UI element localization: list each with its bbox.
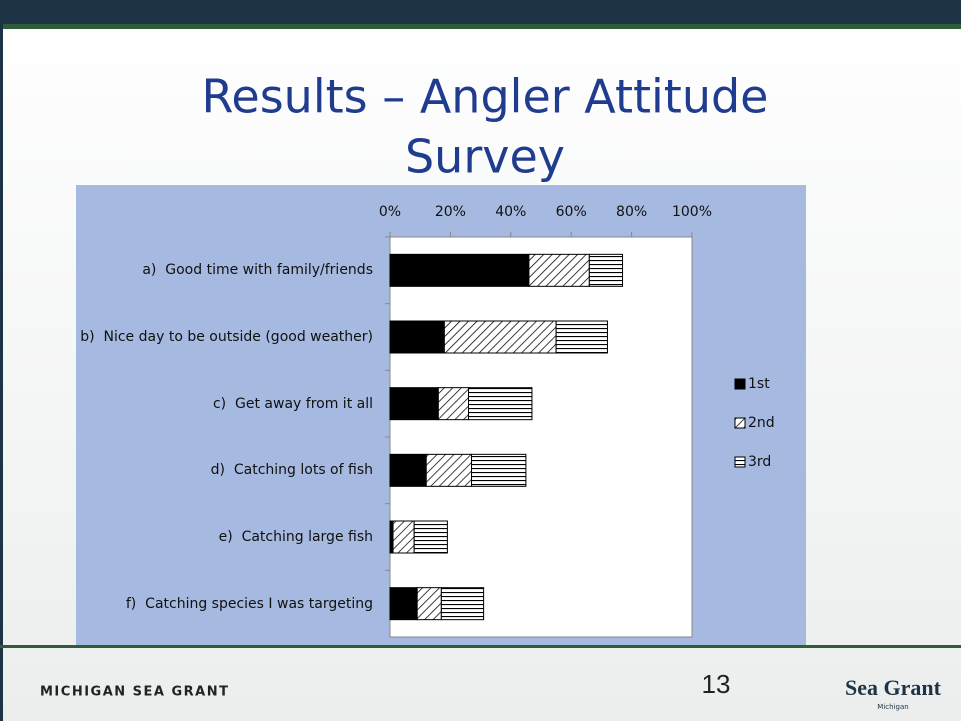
top-band	[0, 0, 961, 24]
category-label-box: e) Catching large fish	[73, 504, 373, 570]
bar-segment	[555, 320, 608, 354]
y-tick-label: b) Nice day to be outside (good weather)	[80, 329, 373, 345]
legend-swatch	[734, 456, 746, 468]
bar-segment	[389, 387, 439, 421]
title-line: Survey	[405, 130, 565, 184]
bar-segment	[437, 387, 470, 421]
logo: Sea Grant	[845, 675, 942, 700]
y-tick-label: d) Catching lots of fish	[210, 462, 373, 479]
category-label-box: d) Catching lots of fish	[73, 437, 373, 503]
bar-segment	[389, 587, 418, 621]
bar-segment	[471, 453, 527, 487]
x-tick-label: 80%	[616, 204, 647, 220]
category-label-box: b) Nice day to be outside (good weather)	[73, 304, 373, 370]
bar-segment	[440, 587, 485, 621]
y-tick-label: a) Good time with family/friends	[142, 262, 373, 279]
bar-segment	[389, 253, 530, 287]
category-label-box: c) Get away from it all	[73, 371, 373, 437]
y-tick-label: e) Catching large fish	[218, 529, 373, 545]
legend-swatch	[734, 417, 746, 429]
bar-segment	[389, 453, 427, 487]
legend-label: 1st	[748, 376, 770, 392]
title-line: Results – Angler Attitude	[202, 70, 769, 124]
page-number: 13	[702, 669, 731, 699]
plot-area	[389, 236, 693, 638]
footer-rule	[0, 645, 961, 648]
x-tick-label: 40%	[495, 204, 526, 220]
y-tick-label: f) Catching species I was targeting	[125, 595, 373, 612]
bar-segment	[443, 320, 557, 354]
bar-segment	[389, 320, 445, 354]
logo-sub: Michigan	[877, 703, 908, 711]
x-tick-label: 20%	[435, 204, 466, 220]
x-tick-label: 0%	[379, 204, 401, 220]
bar-segment	[468, 387, 533, 421]
bar-segment	[416, 587, 442, 621]
category-label-box: a) Good time with family/friends	[73, 237, 373, 303]
bar-segment	[588, 253, 624, 287]
bar-segment	[413, 520, 448, 554]
legend-label: 2nd	[748, 415, 775, 431]
left-edge	[0, 0, 3, 721]
top-rule	[0, 24, 961, 29]
legend-swatch	[734, 378, 746, 390]
y-tick-label: c) Get away from it all	[212, 395, 373, 412]
category-label-box: f) Catching species I was targeting	[73, 571, 373, 637]
bar-segment	[425, 453, 473, 487]
x-tick-label: 60%	[556, 204, 587, 220]
bar-segment	[392, 520, 415, 554]
x-tick-label: 100%	[672, 204, 712, 220]
legend-label: 3rd	[748, 454, 771, 470]
footer-text: MICHIGAN SEA GRANT	[40, 685, 230, 700]
bar-segment	[528, 253, 590, 287]
